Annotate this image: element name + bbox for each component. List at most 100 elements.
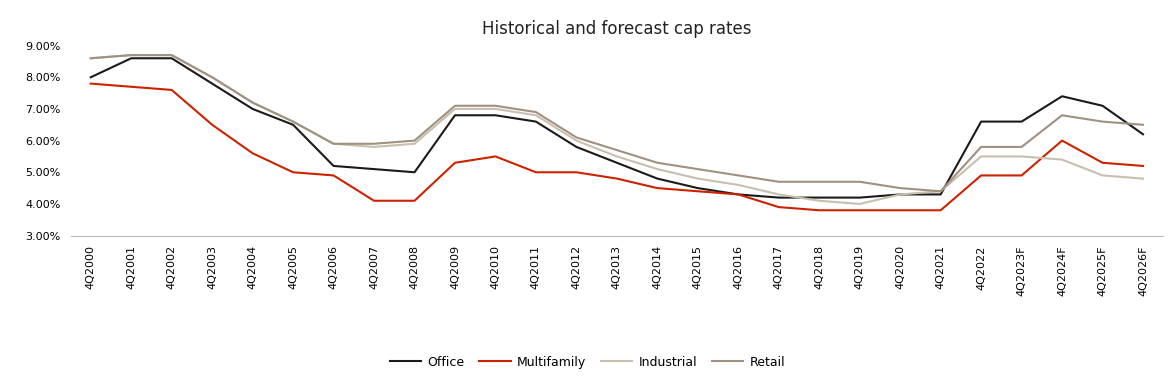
Office (1014, 119, 1028, 124)
Multifamily (772, 205, 786, 209)
Industrial (83, 56, 98, 60)
Retail (812, 179, 826, 184)
Office (489, 113, 503, 117)
Office (1095, 103, 1109, 108)
Industrial (812, 198, 826, 203)
Multifamily (529, 170, 543, 174)
Industrial (448, 107, 462, 111)
Office (83, 75, 98, 79)
Industrial (691, 176, 705, 181)
Retail (610, 148, 624, 152)
Office (367, 167, 381, 171)
Industrial (1014, 154, 1028, 159)
Industrial (286, 119, 300, 124)
Office (529, 119, 543, 124)
Office (1136, 132, 1150, 136)
Multifamily (893, 208, 907, 212)
Line: Industrial: Industrial (90, 55, 1143, 204)
Industrial (974, 154, 988, 159)
Office (570, 145, 584, 149)
Multifamily (934, 208, 948, 212)
Office (934, 192, 948, 197)
Retail (489, 103, 503, 108)
Industrial (246, 100, 260, 105)
Industrial (1055, 157, 1069, 162)
Industrial (570, 138, 584, 143)
Multifamily (853, 208, 867, 212)
Industrial (650, 167, 664, 171)
Industrial (934, 189, 948, 193)
Multifamily (286, 170, 300, 174)
Multifamily (408, 198, 422, 203)
Multifamily (974, 173, 988, 178)
Office (327, 164, 341, 168)
Office (246, 107, 260, 111)
Industrial (529, 113, 543, 117)
Line: Office: Office (90, 58, 1143, 198)
Retail (650, 160, 664, 165)
Office (610, 160, 624, 165)
Multifamily (691, 189, 705, 193)
Office (691, 186, 705, 190)
Retail (772, 179, 786, 184)
Retail (327, 141, 341, 146)
Retail (934, 189, 948, 193)
Office (408, 170, 422, 174)
Office (853, 195, 867, 200)
Multifamily (448, 160, 462, 165)
Retail (1055, 113, 1069, 117)
Multifamily (1095, 160, 1109, 165)
Office (731, 192, 745, 197)
Retail (367, 141, 381, 146)
Industrial (853, 202, 867, 206)
Industrial (1095, 173, 1109, 178)
Retail (246, 100, 260, 105)
Industrial (125, 53, 139, 57)
Multifamily (812, 208, 826, 212)
Retail (691, 167, 705, 171)
Multifamily (731, 192, 745, 197)
Office (206, 81, 220, 86)
Multifamily (83, 81, 98, 86)
Multifamily (650, 186, 664, 190)
Retail (974, 145, 988, 149)
Retail (1136, 122, 1150, 127)
Industrial (367, 145, 381, 149)
Title: Historical and forecast cap rates: Historical and forecast cap rates (482, 21, 752, 38)
Retail (83, 56, 98, 60)
Office (812, 195, 826, 200)
Retail (448, 103, 462, 108)
Office (772, 195, 786, 200)
Multifamily (1136, 164, 1150, 168)
Multifamily (570, 170, 584, 174)
Multifamily (165, 88, 179, 92)
Retail (1014, 145, 1028, 149)
Line: Retail: Retail (90, 55, 1143, 191)
Industrial (772, 192, 786, 197)
Retail (731, 173, 745, 178)
Retail (206, 75, 220, 79)
Industrial (327, 141, 341, 146)
Office (650, 176, 664, 181)
Industrial (489, 107, 503, 111)
Multifamily (1014, 173, 1028, 178)
Office (974, 119, 988, 124)
Multifamily (327, 173, 341, 178)
Office (125, 56, 139, 60)
Industrial (610, 154, 624, 159)
Retail (1095, 119, 1109, 124)
Line: Multifamily: Multifamily (90, 84, 1143, 210)
Multifamily (246, 151, 260, 155)
Retail (165, 53, 179, 57)
Industrial (731, 183, 745, 187)
Office (165, 56, 179, 60)
Industrial (893, 192, 907, 197)
Industrial (408, 141, 422, 146)
Office (893, 192, 907, 197)
Industrial (165, 53, 179, 57)
Office (286, 122, 300, 127)
Multifamily (610, 176, 624, 181)
Multifamily (206, 122, 220, 127)
Office (1055, 94, 1069, 98)
Retail (125, 53, 139, 57)
